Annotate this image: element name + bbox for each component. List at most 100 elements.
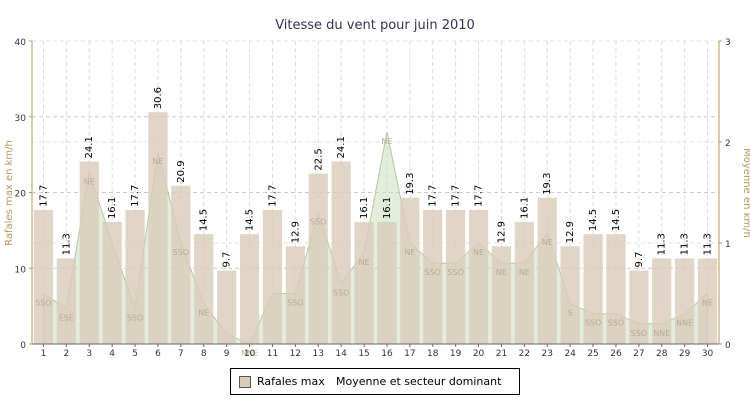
x-tick-label: 7 bbox=[178, 349, 184, 359]
bar-value-label: 24.1 bbox=[336, 136, 347, 158]
sector-label: SSO bbox=[608, 319, 624, 328]
bar bbox=[102, 222, 122, 344]
x-tick-label: 27 bbox=[633, 349, 644, 359]
bar-value-label: 11.3 bbox=[657, 233, 668, 255]
sector-label: NE bbox=[198, 309, 209, 318]
x-tick-label: 20 bbox=[473, 349, 485, 359]
bar bbox=[697, 258, 718, 344]
bar bbox=[285, 246, 305, 344]
x-tick-label: 22 bbox=[519, 349, 530, 359]
y2-axis-label: Moyenne en km/h bbox=[741, 148, 750, 238]
bar-value-label: 19.3 bbox=[405, 173, 416, 195]
bar bbox=[262, 209, 283, 344]
sector-label: NE bbox=[473, 248, 484, 257]
bar-value-label: 16.1 bbox=[382, 197, 393, 219]
bar bbox=[194, 234, 214, 344]
bar-value-label: 14.5 bbox=[245, 209, 256, 231]
sector-label: NE bbox=[404, 248, 415, 257]
bar-value-label: 19.3 bbox=[542, 173, 553, 195]
y-tick-label: 40 bbox=[15, 38, 27, 48]
x-tick-label: 28 bbox=[656, 349, 668, 359]
bar-value-label: 17.7 bbox=[38, 185, 49, 207]
bar bbox=[239, 234, 260, 344]
bar-value-label: 22.5 bbox=[313, 148, 324, 170]
sector-label: NE bbox=[381, 137, 392, 146]
sector-label: NNE bbox=[676, 319, 693, 328]
bar bbox=[56, 258, 76, 344]
bar bbox=[446, 209, 466, 344]
bar-value-label: 12.9 bbox=[290, 221, 301, 243]
bar bbox=[400, 197, 420, 344]
x-tick-label: 30 bbox=[702, 349, 714, 359]
y2-tick-label: 2 bbox=[725, 139, 731, 149]
bar-value-label: 17.7 bbox=[130, 185, 141, 207]
x-tick-label: 16 bbox=[381, 349, 393, 359]
bar bbox=[217, 270, 237, 344]
x-tick-label: 29 bbox=[679, 349, 691, 359]
sector-label: SSO bbox=[35, 299, 51, 308]
bar-value-label: 14.5 bbox=[588, 209, 599, 231]
legend-label-moyenne: Moyenne et secteur dominant bbox=[336, 375, 502, 388]
sector-label: NE bbox=[519, 268, 530, 277]
bar bbox=[652, 258, 672, 344]
x-tick-label: 3 bbox=[86, 349, 92, 359]
bar-value-label: 24.1 bbox=[84, 136, 95, 158]
sector-label: NNE bbox=[241, 349, 258, 358]
sector-label: NE bbox=[152, 157, 163, 166]
bar bbox=[125, 209, 145, 344]
x-tick-label: 26 bbox=[610, 349, 622, 359]
bar-value-label: 17.7 bbox=[451, 185, 462, 207]
bar-value-label: 17.7 bbox=[474, 185, 485, 207]
bar bbox=[583, 234, 603, 344]
x-tick-label: 23 bbox=[542, 349, 553, 359]
sector-label: NE bbox=[359, 258, 370, 267]
sector-label: NE bbox=[84, 177, 95, 186]
bar-value-label: 9.7 bbox=[222, 252, 233, 268]
sector-label: NE bbox=[496, 268, 507, 277]
bar bbox=[423, 209, 443, 344]
bar-value-label: 16.1 bbox=[107, 197, 118, 219]
bar bbox=[308, 173, 328, 344]
x-tick-label: 18 bbox=[427, 349, 439, 359]
bar-value-label: 30.6 bbox=[153, 87, 164, 109]
y-tick-label: 30 bbox=[15, 114, 27, 124]
x-tick-label: 4 bbox=[109, 349, 115, 359]
value-labels: 17.7 11.3 24.1 16.1 17.7 30.6 20.9 14.5 9.7 14.5 1… bbox=[38, 87, 713, 268]
x-tick-label: 24 bbox=[564, 349, 576, 359]
x-tick-label: 6 bbox=[155, 349, 161, 359]
legend-swatch-rafales bbox=[239, 376, 251, 388]
y-tick-label: 10 bbox=[15, 265, 27, 275]
bars bbox=[33, 112, 718, 344]
bar-value-label: 12.9 bbox=[565, 221, 576, 243]
x-tick-label: 2 bbox=[63, 349, 69, 359]
bar bbox=[354, 222, 374, 344]
x-tick-label: 14 bbox=[335, 349, 347, 359]
sector-label: SSO bbox=[310, 218, 326, 227]
sector-label: NE bbox=[702, 299, 713, 308]
bar bbox=[79, 161, 99, 344]
x-tick-label: 1 bbox=[41, 349, 47, 359]
y-tick-label: 20 bbox=[15, 190, 27, 200]
x-tick-label: 19 bbox=[450, 349, 462, 359]
sector-label: S bbox=[568, 309, 573, 318]
sector-label: SSO bbox=[425, 268, 441, 277]
bar bbox=[33, 209, 54, 344]
bar-value-label: 11.3 bbox=[703, 233, 714, 255]
bar bbox=[491, 246, 512, 344]
bar bbox=[171, 185, 191, 344]
x-tick-label: 11 bbox=[267, 349, 278, 359]
bar-value-label: 17.7 bbox=[267, 185, 278, 207]
x-tick-label: 21 bbox=[496, 349, 507, 359]
bar bbox=[560, 246, 580, 344]
bar-value-label: 9.7 bbox=[634, 252, 645, 268]
sector-label: SSO bbox=[585, 319, 601, 328]
bar-value-label: 14.5 bbox=[199, 209, 210, 231]
x-tick-label: 10 bbox=[244, 349, 256, 359]
bar bbox=[468, 209, 489, 344]
sector-label: SSO bbox=[631, 329, 647, 338]
bar bbox=[606, 234, 626, 344]
legend: Rafales max Moyenne et secteur dominant bbox=[230, 368, 520, 395]
x-tick-label: 12 bbox=[290, 349, 301, 359]
